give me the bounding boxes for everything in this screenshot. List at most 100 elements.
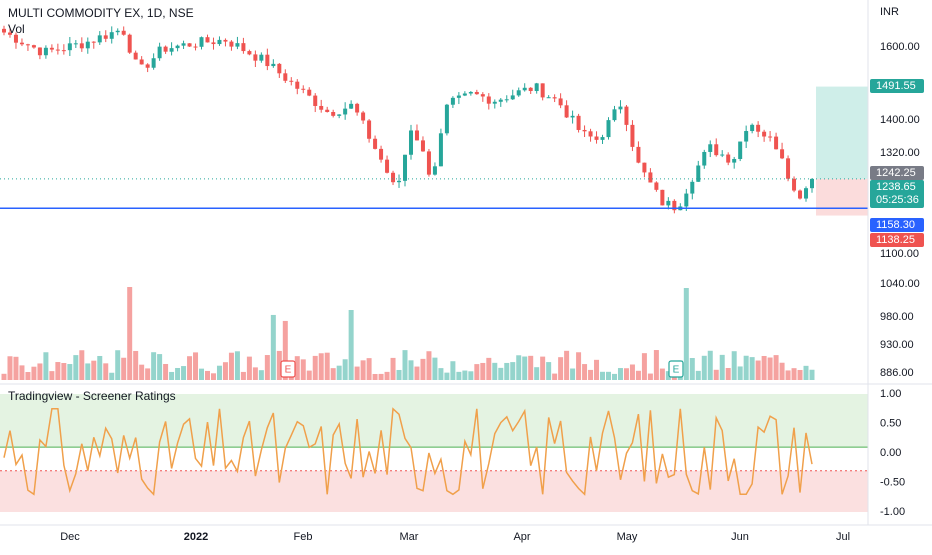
rating-axis-tick: 0.50 <box>880 417 901 429</box>
candle-body <box>714 144 719 156</box>
candle-body <box>373 138 378 149</box>
candle-body <box>624 106 629 125</box>
volume-bar <box>713 369 719 380</box>
candle-body <box>193 46 198 48</box>
candle-body <box>307 89 312 96</box>
volume-bar <box>534 367 540 380</box>
volume-bar <box>79 350 85 380</box>
candle-body <box>211 42 216 45</box>
candle-body <box>696 165 701 182</box>
volume-bar <box>133 350 139 380</box>
price-axis-tick: 980.00 <box>880 311 914 323</box>
volume-bar <box>695 370 701 380</box>
volume-bar <box>498 367 504 380</box>
candle-body <box>121 30 126 35</box>
indicator-title[interactable]: Tradingview - Screener Ratings <box>8 389 176 403</box>
volume-bar <box>659 368 665 380</box>
price-axis-tick: 1320.00 <box>880 147 920 159</box>
symbol-title[interactable]: MULTI COMMODITY EX, 1D, NSE <box>8 6 194 20</box>
volume-bar <box>791 368 797 380</box>
volume-bar <box>169 371 175 380</box>
volume-bar <box>474 364 480 380</box>
volume-bar <box>773 355 779 380</box>
volume-bar <box>354 366 360 380</box>
candle-body <box>361 112 366 121</box>
volume-bar <box>576 352 582 380</box>
price-badge-label: 1491.55 <box>876 80 916 92</box>
candle-body <box>516 90 521 96</box>
candle-body <box>810 178 814 189</box>
volume-bar <box>324 352 330 380</box>
volume-bar <box>163 363 169 380</box>
candle-body <box>504 99 509 101</box>
candle-body <box>319 105 324 110</box>
volume-bar <box>617 368 623 380</box>
candle-body <box>570 115 575 118</box>
volume-bar <box>31 366 37 380</box>
volume-bar <box>408 360 414 380</box>
volume-bar <box>348 310 354 380</box>
rating-axis-tick: 1.00 <box>880 388 901 400</box>
candle-body <box>780 149 785 159</box>
candle-body <box>223 39 228 42</box>
time-axis-label: May <box>617 531 638 543</box>
candle-body <box>468 91 473 94</box>
candle-body <box>259 54 264 61</box>
candle-body <box>271 63 276 67</box>
candle-body <box>247 51 252 55</box>
volume-bar <box>210 373 216 380</box>
candle-body <box>582 129 587 132</box>
volume-bar <box>665 371 671 380</box>
candle-body <box>391 172 396 183</box>
candle-body <box>205 37 210 43</box>
volume-bar <box>402 350 408 380</box>
time-axis-label: Apr <box>513 531 530 543</box>
candle-body <box>672 200 677 211</box>
candle-body <box>31 45 36 48</box>
candle-body <box>295 81 300 89</box>
volume-bar <box>510 362 516 380</box>
candle-body <box>510 95 515 100</box>
candle-body <box>265 54 270 67</box>
volume-bar <box>737 366 743 380</box>
candle-body <box>414 130 419 141</box>
earnings-marker-label: E <box>673 365 680 376</box>
volume-bar <box>641 353 647 380</box>
candle-body <box>115 30 120 33</box>
volume-bar <box>264 355 270 380</box>
candle-body <box>175 45 180 49</box>
volume-bar <box>480 362 486 380</box>
volume-bar <box>127 287 133 380</box>
candle-body <box>492 101 497 104</box>
rating-negative-zone <box>0 470 868 512</box>
candle-body <box>367 120 372 139</box>
candle-body <box>277 63 282 74</box>
price-badge-label: 1238.65 <box>876 181 916 193</box>
candle-body <box>564 105 569 118</box>
candle-body <box>540 83 545 98</box>
candle-body <box>576 115 581 130</box>
volume-bar <box>330 368 336 380</box>
volume-bar <box>85 363 91 380</box>
candle-body <box>61 50 66 52</box>
candle-body <box>558 98 563 106</box>
candle-body <box>199 37 204 47</box>
currency-label: INR <box>880 6 899 18</box>
candle-body <box>235 43 240 47</box>
candle-body <box>612 109 617 121</box>
volume-label[interactable]: Vol <box>8 22 25 36</box>
earnings-marker[interactable] <box>280 360 296 378</box>
earnings-marker[interactable] <box>668 360 684 378</box>
volume-bar <box>73 355 79 380</box>
rating-axis-tick: 0.00 <box>880 447 901 459</box>
volume-bar <box>719 354 725 380</box>
price-badge-label: 1138.25 <box>876 234 915 246</box>
volume-bar <box>797 369 803 380</box>
price-badge <box>870 233 924 247</box>
candle-body <box>19 42 24 45</box>
volume-bar <box>300 359 306 380</box>
volume-bar <box>115 350 121 380</box>
volume-bar <box>528 355 534 380</box>
